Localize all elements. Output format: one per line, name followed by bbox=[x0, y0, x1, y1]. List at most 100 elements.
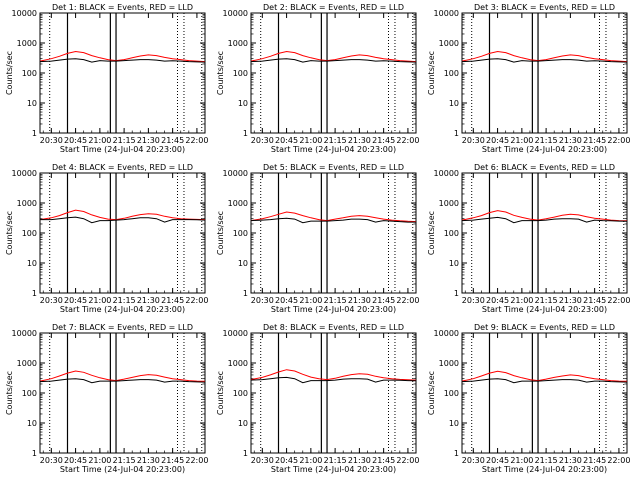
plot-frame bbox=[250, 12, 417, 134]
panel-det-4: Det 4: BLACK = Events, RED = LLD 1 10 100 10… bbox=[5, 163, 208, 314]
x-tick-label: 20:45 bbox=[64, 136, 87, 145]
y-tick-label: 1000 bbox=[17, 39, 37, 48]
x-tick-label: 20:30 bbox=[462, 456, 485, 465]
x-tick-label: 22:00 bbox=[396, 136, 419, 145]
panel-title: Det 2: BLACK = Events, RED = LLD bbox=[263, 3, 404, 12]
y-tick-label: 1000 bbox=[228, 359, 248, 368]
panel-det-7: Det 7: BLACK = Events, RED = LLD 1 10 100 10… bbox=[5, 323, 208, 474]
x-tick-label: 21:45 bbox=[372, 136, 395, 145]
y-tick-label: 10 bbox=[449, 419, 459, 428]
x-tick-label: 20:30 bbox=[40, 296, 63, 305]
panel-title: Det 6: BLACK = Events, RED = LLD bbox=[474, 163, 615, 172]
panel-det-9: Det 9: BLACK = Events, RED = LLD 1 10 100 10… bbox=[427, 323, 630, 474]
y-tick-label: 100 bbox=[22, 69, 37, 78]
x-tick-label: 21:15 bbox=[324, 136, 347, 145]
x-axis-label: Start Time (24-Jul-04 20:23:00) bbox=[60, 145, 185, 154]
y-tick-label: 100 bbox=[233, 69, 248, 78]
x-tick-label: 20:45 bbox=[64, 296, 87, 305]
x-tick-label: 21:45 bbox=[583, 296, 606, 305]
y-tick-label: 10000 bbox=[223, 329, 248, 338]
x-tick-label: 21:30 bbox=[559, 136, 582, 145]
series-events-line bbox=[39, 58, 206, 63]
panel-title: Det 9: BLACK = Events, RED = LLD bbox=[474, 323, 615, 332]
y-tick-label: 10 bbox=[27, 419, 37, 428]
x-tick-label: 21:45 bbox=[161, 456, 184, 465]
x-tick-label: 20:30 bbox=[251, 456, 274, 465]
series-events-line bbox=[461, 58, 628, 63]
x-tick-label: 21:00 bbox=[299, 296, 322, 305]
y-tick-label: 1000 bbox=[17, 199, 37, 208]
panel-title: Det 8: BLACK = Events, RED = LLD bbox=[263, 323, 404, 332]
x-tick-label: 20:45 bbox=[275, 136, 298, 145]
x-axis-label: Start Time (24-Jul-04 20:23:00) bbox=[482, 145, 607, 154]
panel-title: Det 5: BLACK = Events, RED = LLD bbox=[263, 163, 404, 172]
y-tick-label: 10000 bbox=[434, 169, 459, 178]
x-tick-label: 21:00 bbox=[510, 136, 533, 145]
x-tick-label: 21:00 bbox=[510, 296, 533, 305]
y-tick-label: 10000 bbox=[12, 9, 37, 18]
series-lld-line bbox=[39, 370, 206, 382]
series-events-line bbox=[250, 376, 417, 384]
x-tick-label: 21:15 bbox=[535, 136, 558, 145]
y-tick-label: 100 bbox=[22, 229, 37, 238]
x-tick-label: 21:45 bbox=[583, 456, 606, 465]
x-tick-label: 22:00 bbox=[607, 296, 630, 305]
y-axis-label: Counts/sec bbox=[427, 51, 436, 95]
x-tick-label: 21:00 bbox=[299, 136, 322, 145]
plot-frame bbox=[250, 172, 417, 294]
x-tick-label: 22:00 bbox=[185, 296, 208, 305]
y-axis-label: Counts/sec bbox=[5, 211, 14, 255]
x-tick-label: 21:30 bbox=[137, 296, 160, 305]
plot-frame bbox=[461, 332, 628, 454]
x-tick-label: 21:30 bbox=[348, 296, 371, 305]
y-tick-label: 1000 bbox=[439, 199, 459, 208]
x-tick-label: 22:00 bbox=[396, 296, 419, 305]
panel-det-8: Det 8: BLACK = Events, RED = LLD 1 10 100 10… bbox=[216, 323, 419, 474]
x-tick-label: 21:30 bbox=[559, 456, 582, 465]
y-axis-label: Counts/sec bbox=[427, 371, 436, 415]
x-tick-label: 22:00 bbox=[607, 136, 630, 145]
series-lld-line bbox=[461, 50, 628, 63]
x-tick-label: 20:45 bbox=[486, 136, 509, 145]
plot-frame bbox=[461, 12, 628, 134]
x-tick-label: 21:00 bbox=[299, 456, 322, 465]
panel-title: Det 7: BLACK = Events, RED = LLD bbox=[52, 323, 193, 332]
panel-det-3: Det 3: BLACK = Events, RED = LLD 1 10 100 10… bbox=[427, 3, 630, 154]
series-events-line bbox=[39, 378, 206, 384]
x-tick-label: 22:00 bbox=[185, 456, 208, 465]
x-tick-label: 22:00 bbox=[396, 456, 419, 465]
plot-frame bbox=[39, 172, 206, 294]
y-tick-label: 100 bbox=[233, 389, 248, 398]
y-tick-label: 1 bbox=[243, 449, 248, 458]
y-tick-label: 1000 bbox=[439, 39, 459, 48]
x-tick-label: 21:00 bbox=[88, 136, 111, 145]
x-tick-label: 21:15 bbox=[535, 456, 558, 465]
x-tick-label: 21:30 bbox=[137, 136, 160, 145]
x-tick-label: 20:30 bbox=[462, 136, 485, 145]
y-tick-label: 10 bbox=[238, 259, 248, 268]
y-axis-label: Counts/sec bbox=[5, 371, 14, 415]
x-tick-label: 20:30 bbox=[40, 136, 63, 145]
series-lld-line bbox=[39, 209, 206, 221]
y-tick-label: 10 bbox=[449, 99, 459, 108]
series-events-line bbox=[250, 217, 416, 224]
x-tick-label: 21:30 bbox=[137, 456, 160, 465]
x-tick-label: 20:45 bbox=[275, 456, 298, 465]
y-axis-label: Counts/sec bbox=[216, 371, 225, 415]
y-tick-label: 10000 bbox=[12, 169, 37, 178]
y-tick-label: 100 bbox=[233, 229, 248, 238]
y-tick-label: 100 bbox=[444, 229, 459, 238]
series-lld-line bbox=[39, 50, 206, 63]
series-lld-line bbox=[250, 211, 417, 223]
x-tick-label: 21:15 bbox=[113, 296, 136, 305]
y-axis-label: Counts/sec bbox=[216, 211, 225, 255]
series-lld-line bbox=[461, 370, 628, 382]
x-tick-label: 21:15 bbox=[113, 456, 136, 465]
series-lld-line bbox=[250, 369, 417, 381]
plot-frame bbox=[39, 12, 206, 134]
x-tick-label: 21:45 bbox=[372, 296, 395, 305]
y-tick-label: 1 bbox=[243, 129, 248, 138]
x-axis-label: Start Time (24-Jul-04 20:23:00) bbox=[60, 305, 185, 314]
plot-frame bbox=[250, 332, 417, 454]
